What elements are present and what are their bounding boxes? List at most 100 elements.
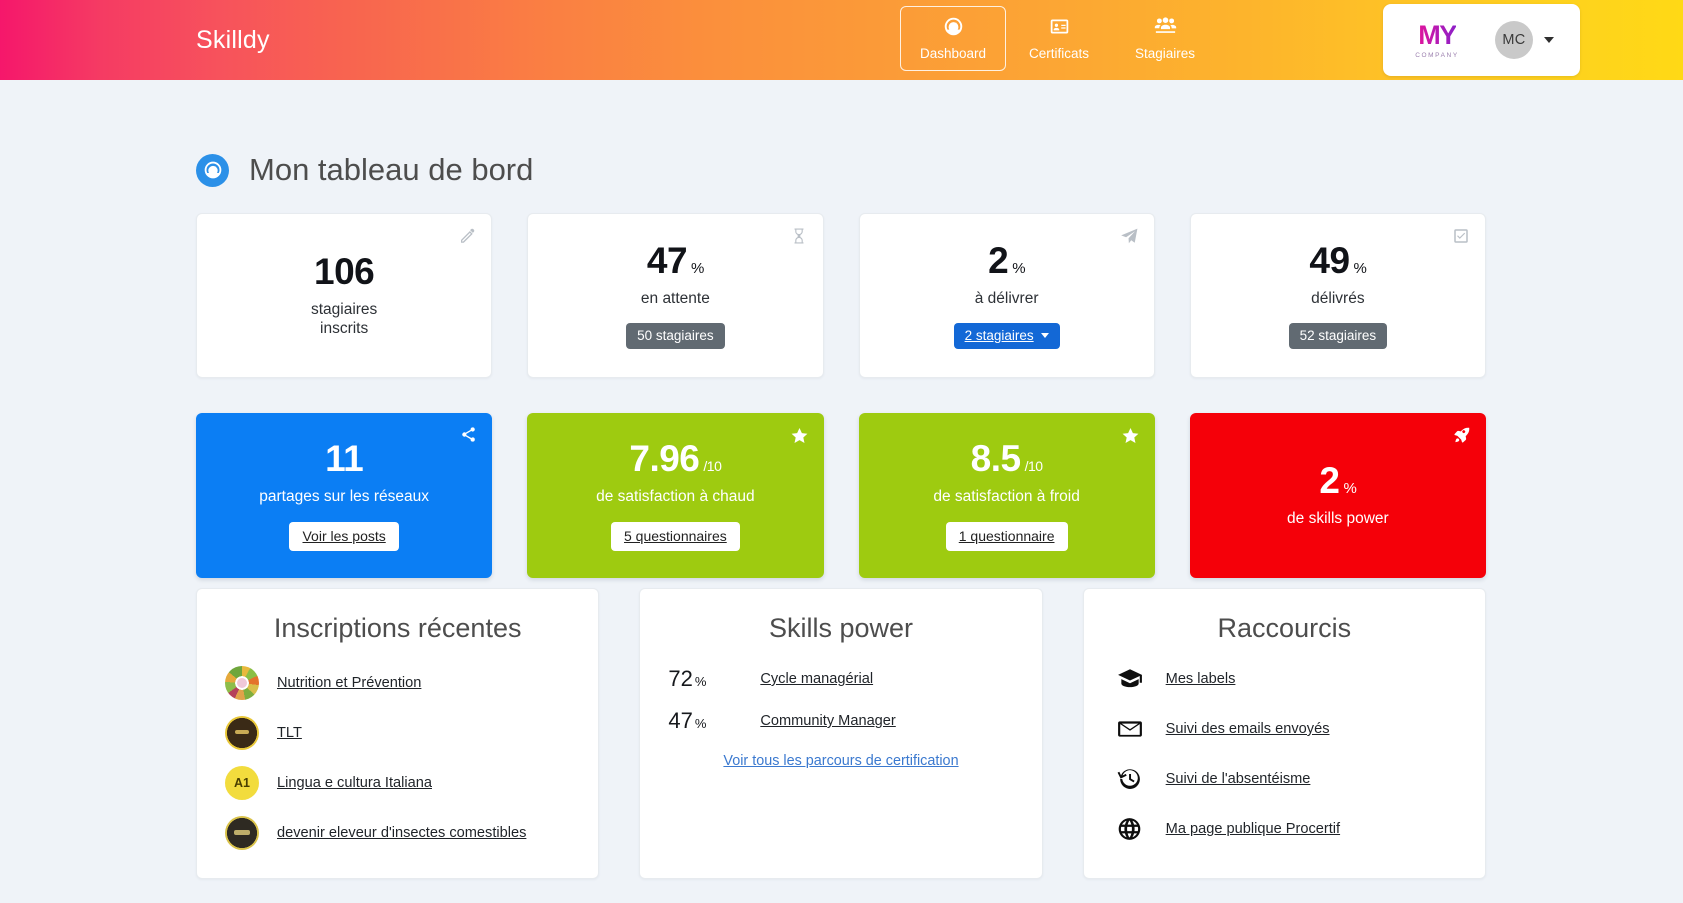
- stat-card-a-delivrer[interactable]: 2 % à délivrer 2 stagiaires: [858, 213, 1155, 378]
- stat-badge-label: 52 stagiaires: [1299, 328, 1377, 344]
- skill-label[interactable]: Cycle managérial: [760, 671, 874, 687]
- nav-item-certificats-label: Certificats: [1028, 46, 1089, 61]
- main-nav: Dashboard Certificats Stagiaires: [900, 6, 1218, 71]
- stat-card-delivres[interactable]: 49 % délivrés 52 stagiaires: [1189, 213, 1486, 378]
- stat-unit: %: [1012, 259, 1026, 277]
- rocket-icon[interactable]: [1453, 426, 1471, 444]
- stat-label-line1: en attente: [640, 289, 710, 307]
- stats-grid: 106 stagiaires inscrits 47 % en attente: [196, 213, 1486, 578]
- see-all-certification-paths-link[interactable]: Voir tous les parcours de certification: [723, 753, 959, 769]
- panel-raccourcis-title: Raccourcis: [1217, 613, 1352, 643]
- list-item-label[interactable]: Mes labels: [1165, 671, 1236, 687]
- list-item-label[interactable]: devenir eleveur d'insectes comestibles: [277, 825, 527, 841]
- stat-badge-2-stagiaires[interactable]: 2 stagiaires: [953, 323, 1060, 350]
- company-logo-sub: COMPANY: [1415, 51, 1459, 59]
- skill-percent-value: 47: [668, 708, 693, 733]
- app-brand-logo[interactable]: Skilldy: [196, 26, 270, 54]
- stat-label-line1: de skills power: [1287, 510, 1389, 528]
- hourglass-icon[interactable]: [790, 227, 808, 245]
- nav-item-certificats[interactable]: Certificats: [1006, 6, 1112, 71]
- stat-card-satisfaction-froid[interactable]: 8.5 /10 de satisfaction à froid 1 questi…: [858, 413, 1155, 578]
- skills-power-see-all: Voir tous les parcours de certification: [668, 752, 1013, 770]
- stat-badge-52-stagiaires[interactable]: 52 stagiaires: [1288, 323, 1388, 350]
- voir-les-posts-button[interactable]: Voir les posts: [289, 521, 399, 551]
- star-icon[interactable]: [790, 426, 809, 445]
- stat-label: stagiaires inscrits: [311, 301, 377, 338]
- questionnaires-chaud-button[interactable]: 5 questionnaires: [611, 521, 740, 551]
- skill-percent: 72 %: [668, 666, 760, 692]
- list-item[interactable]: 72 % Cycle managérial: [668, 666, 1013, 692]
- stat-label: en attente: [641, 290, 710, 309]
- stat-label-line1: de satisfaction à chaud: [596, 488, 755, 506]
- share-icon[interactable]: [460, 426, 477, 443]
- stat-label: de satisfaction à froid: [933, 488, 1079, 507]
- graduation-cap-icon: [1112, 666, 1148, 692]
- stat-value: 49 %: [1309, 242, 1366, 279]
- paper-plane-icon[interactable]: [1120, 227, 1139, 246]
- skill-percent-unit: %: [694, 716, 707, 731]
- list-item[interactable]: Suivi de l'absentéisme: [1112, 766, 1457, 792]
- nav-item-dashboard[interactable]: Dashboard: [900, 6, 1006, 71]
- list-item[interactable]: Ma page publique Procertif: [1112, 816, 1457, 842]
- skills-power-list: 72 % Cycle managérial 47 % Community Man…: [668, 666, 1013, 734]
- list-item[interactable]: Suivi des emails envoyés: [1112, 716, 1457, 742]
- stat-card-satisfaction-chaud[interactable]: 7.96 /10 de satisfaction à chaud 5 quest…: [527, 413, 824, 578]
- star-icon[interactable]: [1121, 426, 1140, 445]
- page-title: Mon tableau de bord: [196, 152, 533, 188]
- stat-value: 2 %: [988, 242, 1025, 279]
- envelope-icon: [1112, 716, 1148, 742]
- history-clock-icon: [1112, 766, 1148, 792]
- a1-medal-icon: A1: [225, 766, 259, 800]
- avatar[interactable]: MC: [1495, 21, 1533, 59]
- edit-pencil-icon[interactable]: [458, 227, 476, 245]
- stat-number: 49: [1309, 239, 1350, 281]
- inscriptions-list: Nutrition et Prévention TLT A1 Lingua e …: [225, 666, 570, 850]
- stat-label-line1: à délivrer: [974, 289, 1039, 307]
- list-item-label[interactable]: TLT: [277, 725, 302, 741]
- panel-skills-power-title: Skills power: [768, 613, 914, 643]
- list-item-label[interactable]: Suivi de l'absentéisme: [1165, 771, 1311, 787]
- stat-label-line1: partages sur les réseaux: [259, 488, 429, 506]
- nav-item-dashboard-label: Dashboard: [919, 46, 987, 61]
- raccourcis-list: Mes labels Suivi des emails envoyés Suiv…: [1112, 666, 1457, 842]
- stat-badge-50-stagiaires[interactable]: 50 stagiaires: [626, 323, 725, 350]
- top-navigation-bar: Skilldy Dashboard Certificats Stagiaires: [0, 0, 1683, 80]
- list-item[interactable]: 47 % Community Manager: [668, 708, 1013, 734]
- skill-label[interactable]: Community Manager: [760, 713, 896, 729]
- users-icon: [1117, 16, 1213, 40]
- list-item[interactable]: Mes labels: [1112, 666, 1457, 692]
- id-card-icon: [1011, 16, 1107, 40]
- stat-value: 2 %: [1319, 462, 1356, 499]
- globe-icon: [1112, 816, 1148, 842]
- user-menu[interactable]: MY COMPANY MC: [1383, 4, 1580, 76]
- chevron-down-icon[interactable]: [1040, 333, 1049, 339]
- stat-unit: %: [691, 259, 704, 277]
- nav-item-stagiaires[interactable]: Stagiaires: [1112, 6, 1218, 71]
- list-item-label[interactable]: Suivi des emails envoyés: [1165, 721, 1330, 737]
- questionnaire-froid-button[interactable]: 1 questionnaire: [945, 521, 1068, 551]
- list-item-label[interactable]: Lingua e cultura Italiana: [277, 775, 432, 791]
- list-item-label[interactable]: Nutrition et Prévention: [277, 675, 422, 691]
- check-square-icon[interactable]: [1452, 227, 1470, 245]
- stat-value: 106: [314, 253, 375, 290]
- list-item-label[interactable]: Ma page publique Procertif: [1165, 821, 1341, 837]
- list-item[interactable]: Nutrition et Prévention: [225, 666, 570, 700]
- stats-row-2: 11 partages sur les réseaux Voir les pos…: [196, 413, 1486, 578]
- panel-inscriptions-recentes: Inscriptions récentes Nutrition et Préve…: [196, 588, 600, 879]
- stat-label-line2: inscrits: [320, 319, 369, 337]
- skill-percent: 47 %: [668, 708, 760, 734]
- list-item[interactable]: devenir eleveur d'insectes comestibles: [225, 816, 570, 850]
- stat-unit: %: [1343, 480, 1357, 498]
- bottom-panels: Inscriptions récentes Nutrition et Préve…: [196, 588, 1486, 879]
- stat-number: 11: [325, 438, 364, 480]
- stat-card-en-attente[interactable]: 47 % en attente 50 stagiaires: [527, 213, 824, 378]
- stat-card-partages[interactable]: 11 partages sur les réseaux Voir les pos…: [196, 413, 493, 578]
- chevron-down-icon[interactable]: [1544, 37, 1554, 43]
- panel-skills-power: Skills power 72 % Cycle managérial 47 % …: [639, 588, 1043, 879]
- stat-card-inscrits[interactable]: 106 stagiaires inscrits: [196, 213, 493, 378]
- list-item[interactable]: A1 Lingua e cultura Italiana: [225, 766, 570, 800]
- tlt-medal-icon: [225, 716, 259, 750]
- stat-card-skills-power[interactable]: 2 % de skills power: [1189, 413, 1486, 578]
- list-item[interactable]: TLT: [225, 716, 570, 750]
